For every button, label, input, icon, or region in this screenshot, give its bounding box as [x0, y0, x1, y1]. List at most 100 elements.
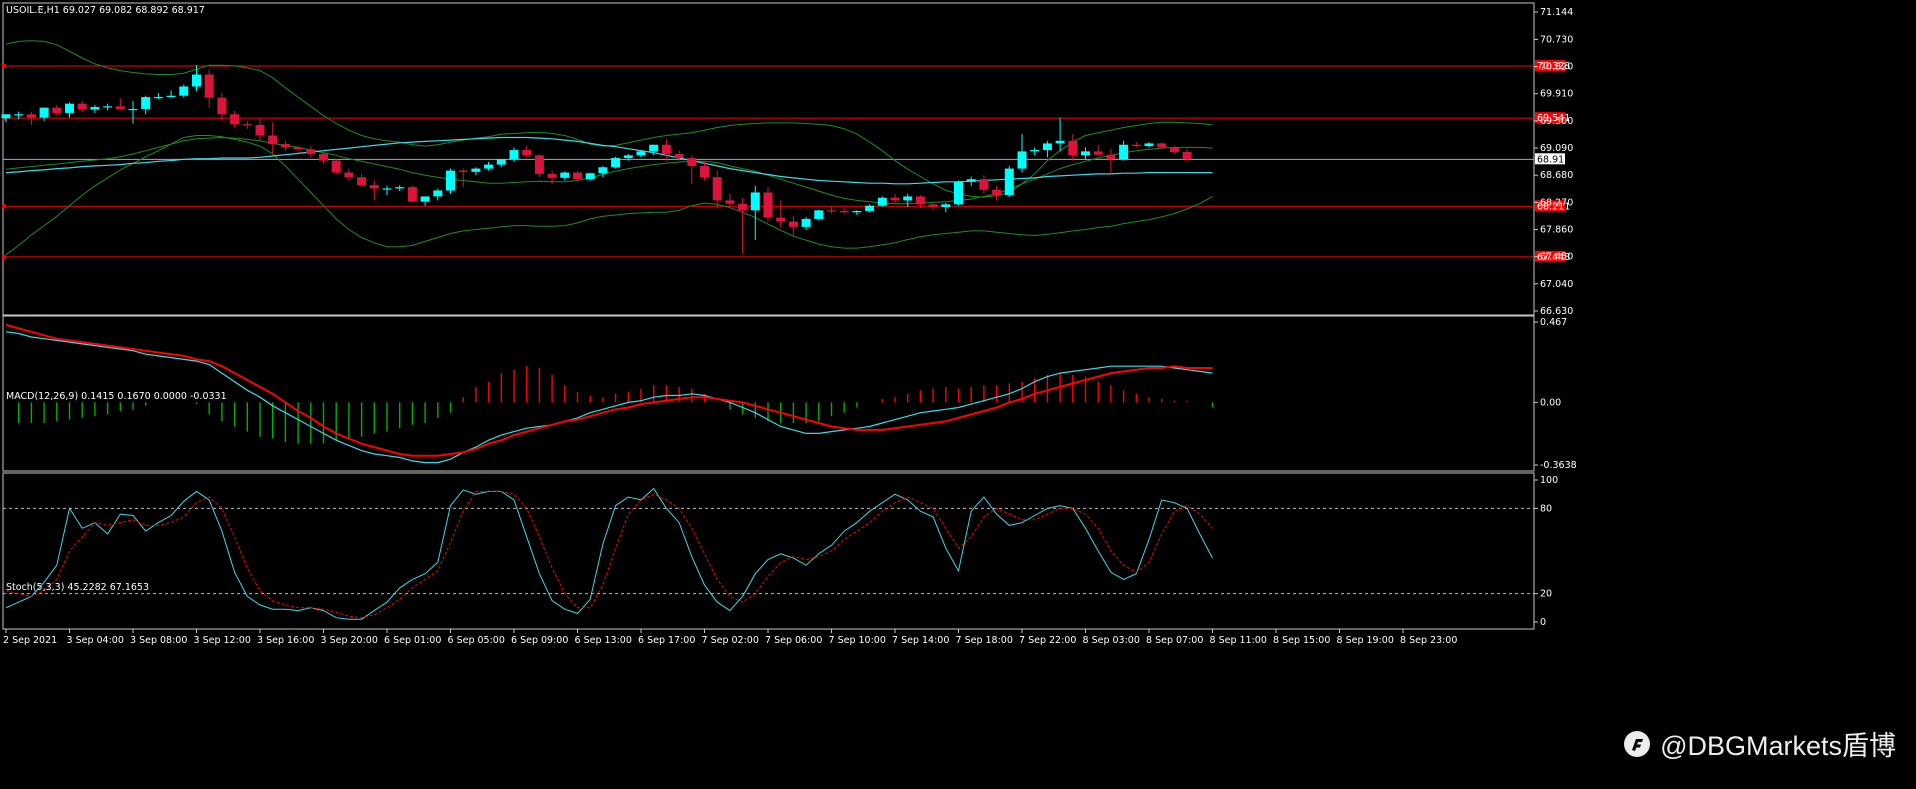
time-tick-label: 8 Sep 23:00 — [1400, 635, 1457, 646]
candle-body — [433, 190, 443, 197]
time-tick-label: 6 Sep 13:00 — [575, 635, 632, 646]
candle-body — [865, 205, 875, 211]
candle-body — [420, 196, 430, 202]
candle-body — [611, 157, 621, 168]
price-tick-label: 67.860 — [1540, 225, 1573, 236]
level-anchor — [2, 254, 6, 259]
time-tick-label: 7 Sep 14:00 — [892, 635, 949, 646]
price-tick-label: 70.730 — [1540, 34, 1573, 45]
level-tag-label: 69.541 — [1537, 113, 1570, 124]
stoch-tick-label: 100 — [1540, 475, 1558, 486]
time-tick-label: 3 Sep 08:00 — [130, 635, 187, 646]
candle-body — [1182, 152, 1192, 160]
time-tick-label: 6 Sep 05:00 — [448, 635, 505, 646]
candle-body — [230, 114, 240, 125]
candle-body — [623, 155, 633, 158]
time-tick-label: 3 Sep 16:00 — [257, 635, 314, 646]
candle-body — [1081, 151, 1090, 156]
candle-body — [1042, 143, 1052, 151]
level-anchor — [2, 204, 6, 209]
bollinger-middle-line — [5, 136, 1213, 205]
candle-body — [839, 210, 849, 213]
level-tag — [1535, 60, 1565, 72]
watermark: @DBGMarkets盾博 — [1622, 724, 1896, 763]
axis-labels: 71.144 70.730 70.320 69.910 69.500 69.090 68.6… — [3, 7, 1577, 646]
bollinger-bands — [5, 40, 1213, 256]
macd-tick-label: -0.3638 — [1540, 460, 1577, 471]
candle-body — [382, 188, 392, 190]
current-price-label: 68.917 — [1537, 154, 1570, 165]
price-tick-label: 67.040 — [1540, 279, 1573, 290]
watermark-text: @DBGMarkets盾博 — [1660, 731, 1896, 761]
level-tag-label: 68.211 — [1537, 201, 1570, 212]
macd-tick-label: 0.00 — [1540, 397, 1561, 408]
candle-body — [928, 204, 938, 208]
level-tag — [1535, 250, 1565, 262]
time-tick-label: 7 Sep 22:00 — [1019, 635, 1076, 646]
candle-body — [141, 97, 151, 109]
time-tick-label: 2 Sep 2021 — [3, 635, 57, 646]
candle-body — [255, 124, 265, 136]
candle-body — [115, 106, 125, 109]
candle-body — [192, 74, 201, 87]
stoch-tick-label: 80 — [1540, 503, 1552, 514]
stoch-info-label: Stoch(5,3,3) 45.2282 67.1653 — [6, 582, 149, 593]
stoch-group — [3, 487, 1534, 620]
candle-body — [687, 157, 697, 166]
candle-body — [344, 172, 354, 178]
candle-body — [471, 168, 481, 172]
price-tick-label: 69.910 — [1540, 89, 1573, 100]
price-levels: 70.328 69.541 68.211 67.448 68.917 — [2, 60, 1570, 263]
candle-body — [65, 103, 74, 113]
candle-body — [1017, 151, 1027, 169]
time-tick-label: 7 Sep 10:00 — [829, 635, 886, 646]
candle-body — [954, 181, 963, 205]
candle-body — [14, 114, 24, 116]
time-tick-label: 8 Sep 07:00 — [1146, 635, 1203, 646]
candle-body — [1169, 147, 1179, 153]
time-tick-label: 7 Sep 06:00 — [765, 635, 822, 646]
candle-body — [1068, 140, 1078, 156]
candle-body — [649, 144, 659, 152]
candle-body — [712, 177, 722, 201]
macd-tick-label: 0.467 — [1540, 317, 1567, 328]
candle-body — [242, 124, 252, 126]
candle-body — [90, 106, 100, 110]
candle-body — [52, 107, 62, 113]
macd-group — [5, 323, 1214, 464]
time-tick-label: 3 Sep 12:00 — [194, 635, 251, 646]
time-tick-label: 8 Sep 03:00 — [1083, 635, 1140, 646]
candle-body — [1093, 151, 1103, 155]
main-info-label: USOIL.E,H1 69.027 69.082 68.892 68.917 — [6, 5, 205, 16]
candles-group — [1, 65, 1192, 254]
candle-body — [534, 155, 544, 174]
price-tick-label: 67.450 — [1540, 252, 1573, 263]
time-tick-label: 6 Sep 17:00 — [638, 635, 695, 646]
candle-body — [77, 103, 87, 110]
candle-body — [1, 114, 11, 119]
candle-body — [598, 167, 608, 174]
time-tick-label: 3 Sep 04:00 — [67, 635, 124, 646]
candle-body — [700, 165, 709, 178]
candle-body — [573, 172, 582, 180]
candle-body — [1055, 140, 1065, 144]
time-tick-label: 7 Sep 02:00 — [702, 635, 759, 646]
candle-body — [1106, 154, 1116, 160]
price-tick-label: 68.270 — [1540, 197, 1573, 208]
candle-body — [1004, 168, 1014, 196]
level-tag-label: 70.328 — [1537, 61, 1570, 72]
candle-body — [1119, 144, 1129, 160]
candle-body — [166, 95, 176, 98]
candle-body — [915, 196, 925, 205]
candle-body — [268, 135, 278, 145]
candle-body — [788, 221, 798, 227]
time-tick-label: 8 Sep 11:00 — [1210, 635, 1267, 646]
panel-frame-2 — [2, 315, 1535, 472]
candle-body — [153, 97, 163, 99]
price-tick-label: 66.630 — [1540, 306, 1573, 317]
candle-body — [966, 179, 976, 182]
time-tick-label: 7 Sep 18:00 — [956, 635, 1013, 646]
candle-body — [331, 160, 341, 173]
level-tag-label: 67.448 — [1537, 252, 1570, 263]
